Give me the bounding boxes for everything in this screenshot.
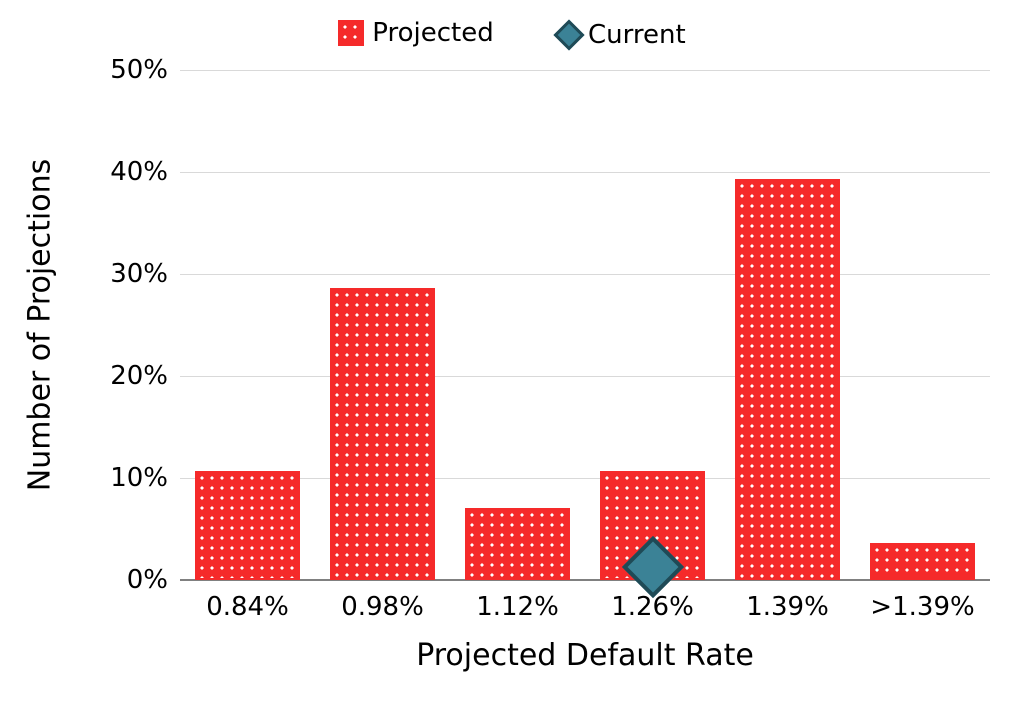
chart-container: Projected Current 0%10%20%30%40%50%0.84%… [0,0,1024,712]
legend-swatch-current-icon [553,19,584,50]
y-tick-label: 50% [110,55,180,85]
bar [735,179,840,580]
x-tick-label: >1.39% [870,580,974,622]
y-axis-title: Number of Projections [23,159,58,491]
y-tick-label: 20% [110,361,180,391]
y-tick-label: 40% [110,157,180,187]
legend-swatch-projected-icon [338,20,364,46]
bar-fill [737,181,838,578]
legend-swatch-fill [340,22,362,44]
bar [870,543,975,580]
gridline [180,274,990,275]
gridline [180,70,990,71]
legend-label-current: Current [588,20,686,50]
legend-item-current: Current [558,20,686,50]
y-tick-label: 30% [110,259,180,289]
x-tick-label: 1.39% [746,580,829,622]
y-tick-label: 0% [127,565,180,595]
bar-fill [197,473,298,578]
gridline [180,478,990,479]
bar [195,471,300,580]
x-tick-label: 0.84% [206,580,289,622]
gridline [180,172,990,173]
x-tick-label: 1.12% [476,580,559,622]
x-axis-title: Projected Default Rate [416,638,754,673]
bar-fill [332,290,433,578]
bar [330,288,435,580]
legend-item-projected: Projected [338,18,493,48]
bar-fill [467,510,568,578]
gridline [180,376,990,377]
bar-fill [872,545,973,578]
y-tick-label: 10% [110,463,180,493]
plot-area: 0%10%20%30%40%50%0.84%0.98%1.12%1.26%1.3… [180,70,990,580]
bar [465,508,570,580]
x-tick-label: 0.98% [341,580,424,622]
legend-label-projected: Projected [372,18,493,48]
x-axis-line [180,579,990,581]
legend: Projected Current [0,18,1024,53]
